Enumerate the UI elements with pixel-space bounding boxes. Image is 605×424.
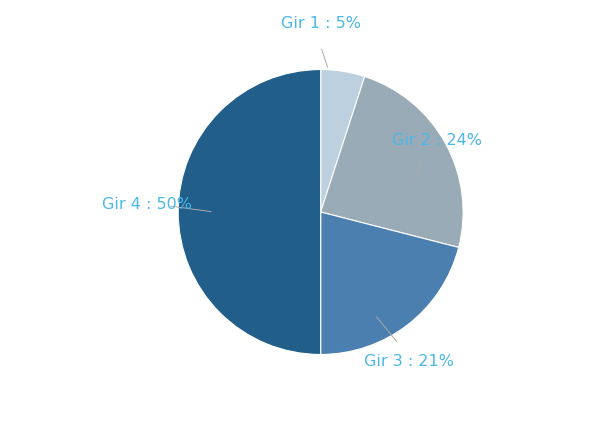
Text: Gir 3 : 21%: Gir 3 : 21%: [364, 354, 454, 369]
Wedge shape: [321, 212, 459, 354]
Wedge shape: [321, 70, 365, 212]
Text: Gir 1 : 5%: Gir 1 : 5%: [281, 17, 361, 31]
Wedge shape: [321, 76, 463, 248]
Text: Gir 2 : 24%: Gir 2 : 24%: [393, 133, 482, 148]
Wedge shape: [178, 70, 321, 354]
Text: Gir 4 : 50%: Gir 4 : 50%: [102, 198, 192, 212]
